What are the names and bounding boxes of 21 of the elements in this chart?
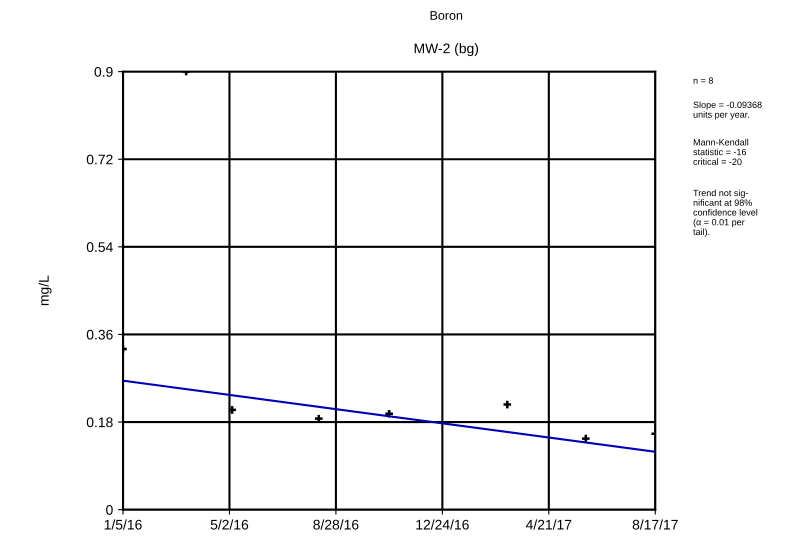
y-tick-label: 0.9 — [94, 66, 113, 77]
x-tick-label: 4/21/17 — [526, 519, 572, 530]
y-tick-label: 0 — [106, 505, 113, 515]
x-tick-label: 8/17/17 — [632, 519, 678, 530]
text: Slope = -0.09368 units per year. — [693, 101, 762, 120]
y-tick-label: 0.36 — [86, 330, 113, 340]
point — [504, 400, 512, 408]
x-tick-label: 5/2/16 — [210, 519, 248, 530]
chart-subtitle: MW-2 (bg) — [414, 43, 478, 56]
chart-title: Boron — [430, 11, 462, 20]
text: Trend not sig- nificant at 98% confidence level (α = 0.01 per tail). — [693, 190, 758, 237]
y-tick-label: 0.18 — [86, 417, 113, 428]
y-tick-label: 0.72 — [86, 154, 113, 164]
point — [228, 406, 236, 414]
x-tick-label: 12/24/16 — [416, 519, 469, 530]
y-tick-label: 0.54 — [86, 242, 113, 252]
y-axis-title: mg/L — [38, 276, 52, 306]
x-tick-label: 8/28/16 — [313, 519, 358, 530]
text: Mann-Kendall statistic = -16 critical = -20 — [693, 138, 748, 165]
x-tick-label: 1/5/16 — [104, 519, 142, 530]
text: n = 8 — [694, 77, 713, 84]
